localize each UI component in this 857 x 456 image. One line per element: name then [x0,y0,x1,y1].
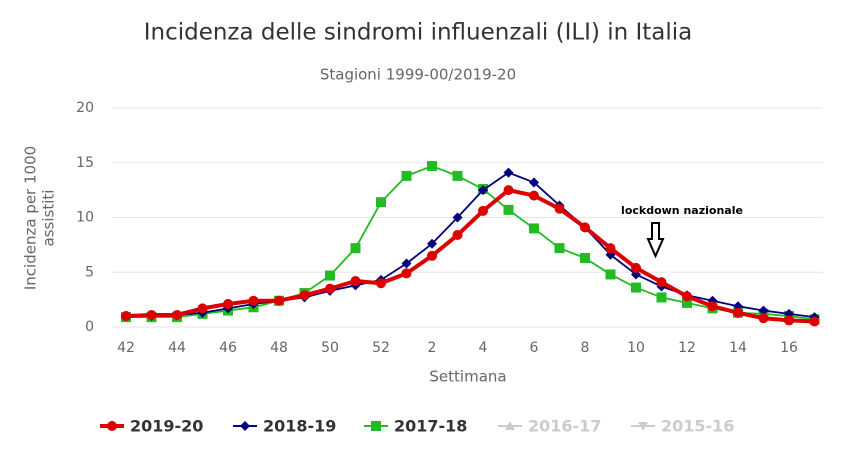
data-point [325,270,335,281]
data-point [197,303,208,314]
data-point [682,291,692,302]
legend-marker [107,421,117,431]
legend-marker [371,421,381,431]
data-point [656,277,667,288]
data-point [631,262,641,273]
chart-subtitle: Stagioni 1999-00/2019-20 [320,66,516,84]
data-point [121,311,131,322]
data-point [656,292,667,303]
y-axis-title: Incidenza per 1000 [22,146,40,290]
data-point [452,230,463,241]
data-point [427,250,437,261]
x-tick-label: 50 [321,340,339,356]
y-axis-title: assistiti [40,190,58,247]
data-point [580,253,590,264]
data-point [554,203,565,214]
legend-label[interactable]: 2017-18 [394,417,467,436]
y-tick-label: 5 [85,264,94,280]
data-point [758,313,769,324]
x-tick-label: 2 [428,340,437,356]
data-point [605,269,616,280]
data-point [299,290,310,301]
data-point [376,197,386,208]
x-tick-label: 12 [678,340,696,356]
legend-marker [505,421,515,430]
x-tick-label: 52 [372,340,390,356]
data-point [809,316,820,327]
data-point [172,309,182,320]
data-point [376,278,386,289]
data-point [350,243,361,254]
legend-label[interactable]: 2018-19 [263,417,336,436]
data-point [427,161,437,172]
data-point [427,238,437,249]
data-point [325,283,335,294]
data-point [274,295,284,306]
legend-label[interactable]: 2015-16 [661,417,734,436]
x-tick-label: 48 [270,340,288,356]
legend-marker [240,421,250,431]
data-point [248,295,259,306]
data-point [529,177,539,188]
legend-label[interactable]: 2019-20 [130,417,203,436]
data-point [478,205,488,216]
data-point [707,301,718,312]
data-point [529,223,539,234]
legend-marker [638,422,648,431]
data-point [503,185,514,196]
annotation: lockdown nazionale [621,204,743,217]
series-line [126,165,815,321]
x-tick-label: 4 [479,340,488,356]
data-point [146,309,157,320]
data-point [223,299,233,310]
x-tick-label: 14 [729,340,747,356]
data-point [580,222,590,233]
data-point [554,243,565,254]
x-tick-label: 6 [530,340,539,356]
data-point [350,276,361,287]
data-point [784,315,794,326]
data-point [401,170,412,181]
series-line [126,171,815,319]
data-point [529,190,539,201]
legend-label[interactable]: 2016-17 [528,417,601,436]
data-point [503,204,514,215]
data-point [605,243,616,254]
data-point [401,268,412,279]
series-line [125,188,815,324]
data-point [733,307,743,318]
data-point [401,258,412,269]
y-tick-label: 20 [76,100,94,116]
y-tick-label: 10 [76,210,94,226]
chart-title: Incidenza delle sindromi influenzali (IL… [144,20,693,46]
data-point [452,212,463,223]
data-point [478,185,488,196]
x-tick-label: 16 [780,340,798,356]
x-tick-label: 42 [117,340,135,356]
x-tick-label: 10 [627,340,645,356]
x-tick-label: 8 [581,340,590,356]
data-point [503,167,514,178]
x-tick-label: 44 [168,340,186,356]
annotation-arrow [646,222,665,259]
data-point [758,305,769,316]
data-point [631,282,641,293]
data-point [682,297,692,308]
x-axis-title: Settimana [429,368,506,386]
x-tick-label: 46 [219,340,237,356]
data-point [452,170,463,181]
y-tick-label: 0 [85,319,94,335]
y-tick-label: 15 [76,155,94,171]
